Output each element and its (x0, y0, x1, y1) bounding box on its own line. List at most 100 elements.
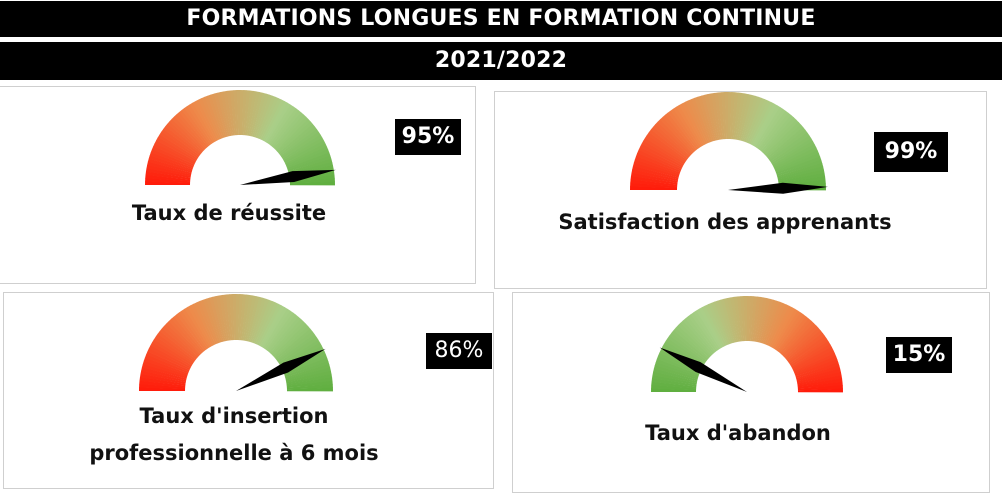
gauge-band-segment (738, 94, 753, 141)
gauge-band-segment (184, 106, 213, 145)
gauge-band-segment (267, 314, 299, 353)
gauge-band-segment (157, 330, 196, 362)
gauge-band-segment (761, 299, 778, 344)
gauge-band-segment (161, 128, 200, 158)
gauge-band-segment (767, 127, 806, 159)
gauge-band-segment (796, 365, 841, 380)
gauge-band-segment (685, 316, 716, 353)
gauge-needle (236, 348, 326, 391)
gauge-band-segment (740, 94, 756, 142)
gauge-band-segment (278, 336, 319, 365)
gauge-band-segment (244, 295, 257, 342)
gauge-band-segment (770, 307, 796, 348)
gauge-band-segment (764, 301, 784, 345)
gauge-band-segment (253, 93, 270, 138)
gauge-band-segment (169, 118, 205, 152)
gauge-band-segment (677, 322, 712, 357)
gauge-band-segment (667, 110, 699, 150)
gauge-band-segment (667, 335, 706, 364)
gauge-band-segment (765, 124, 804, 158)
gauge-band-segment (697, 95, 715, 142)
gauge-band-segment (159, 328, 198, 360)
gauge-band-segment (250, 92, 264, 137)
gauge-band-segment (250, 297, 267, 343)
gauge-band-segment (650, 126, 690, 159)
gauge-band-segment (161, 325, 199, 359)
gauge-band-segment (646, 132, 687, 162)
gauge-band-segment (198, 98, 220, 141)
label-abandon: Taux d'abandon (645, 421, 831, 445)
gauge-band-segment (717, 299, 734, 344)
gauge-band-segment (696, 308, 722, 349)
kpi-card-satisfaction: 99% Satisfaction des apprenants (494, 91, 987, 289)
gauge-band-segment (750, 296, 758, 342)
gauge-band-segment (230, 90, 237, 136)
gauge-band-segment (784, 327, 821, 360)
gauge-band-segment (186, 104, 214, 144)
gauge-band-segment (209, 296, 224, 342)
gauge-band-segment (644, 134, 686, 163)
gauge-band-segment (246, 90, 257, 136)
gauge-band-segment (760, 114, 794, 153)
gauge-band-segment (776, 314, 807, 352)
gauge-band-segment (652, 124, 691, 158)
gauge-band-segment (789, 338, 829, 366)
gauge-band-segment (236, 294, 240, 341)
gauge-band-segment (704, 94, 718, 141)
gauge-band-segment (176, 111, 209, 148)
gauge-band-segment (747, 296, 751, 342)
gauge-band-segment (139, 373, 186, 384)
gauge-band-segment (141, 367, 187, 381)
gauge-band-segment (286, 387, 333, 392)
gauge-band-segment (796, 372, 842, 384)
gauge-band-segment (264, 310, 294, 350)
gauge-band-segment (673, 327, 710, 360)
gauge-abandon (651, 296, 843, 393)
gauge-band-segment (277, 333, 317, 363)
gauge-band-segment (774, 310, 801, 350)
gauge-band-segment (190, 303, 214, 346)
gauge-band-segment (733, 296, 742, 342)
gauge-band-segment (276, 331, 315, 362)
gauge-band-segment (286, 374, 333, 385)
gauge-band-segment (679, 103, 705, 146)
gauge-band-segment (777, 169, 825, 182)
gauge-band-segment (680, 320, 714, 356)
gauge-band-segment (268, 316, 302, 354)
gauge-band-segment (139, 387, 186, 391)
gauge-band-segment (793, 352, 837, 374)
gauge-band-segment (631, 169, 679, 182)
gauge-band-segment (219, 294, 230, 341)
gauge-band-segment (665, 338, 705, 365)
gauge-band-segment (181, 107, 211, 146)
gauge-band-segment (786, 330, 823, 361)
gauge-band-segment (147, 158, 192, 173)
gauge-band-segment (790, 341, 831, 367)
gauge-band-segment (168, 318, 203, 355)
gauge-band-segment (693, 310, 721, 350)
gauge-band-segment (189, 102, 216, 143)
gauge-band-segment (263, 101, 288, 142)
gauge-band-segment (154, 140, 196, 164)
kpi-card-abandon: 15% Taux d'abandon (512, 292, 990, 493)
gauge-band-segment (653, 365, 699, 380)
gauge-band-segment (723, 298, 737, 343)
label-insertion-line-2: professionnelle à 6 mois (89, 441, 379, 465)
gauge-band-segment (728, 92, 732, 140)
gauge-band-segment (731, 92, 739, 140)
gauge-band-segment (638, 146, 683, 170)
gauge-band-segment (265, 312, 297, 351)
gauge-band-segment (704, 304, 727, 347)
gauge-band-segment (139, 383, 186, 390)
gauge-band-segment (788, 335, 827, 364)
gauge-band-segment (163, 323, 200, 357)
gauge-band-segment (630, 186, 678, 190)
gauge-band-segment (775, 153, 821, 173)
label-reussite: Taux de réussite (131, 201, 327, 225)
gauge-band-segment (797, 381, 843, 389)
gauge-band-segment (759, 298, 774, 344)
gauge-band-segment (159, 131, 199, 159)
gauge-insertion (139, 294, 333, 392)
gauge-band-segment (286, 380, 333, 388)
gauge-band-segment (748, 100, 772, 145)
